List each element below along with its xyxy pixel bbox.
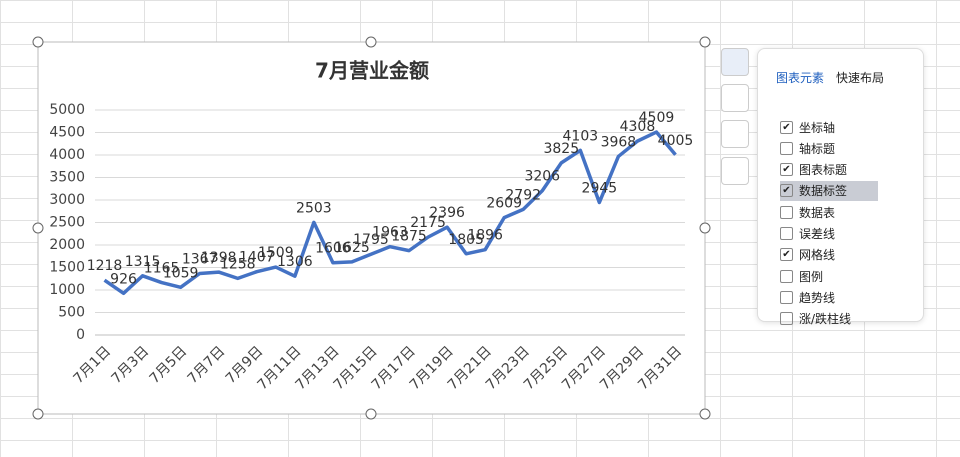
data-label: 1875 bbox=[391, 229, 427, 245]
checkbox-item[interactable]: 涨/跌柱线 bbox=[780, 309, 880, 329]
data-label: 1306 bbox=[277, 254, 313, 270]
y-tick-label: 3000 bbox=[49, 192, 85, 208]
chart-filter-button[interactable] bbox=[721, 120, 749, 148]
data-label: 1315 bbox=[125, 254, 161, 270]
y-tick-label: 4000 bbox=[49, 147, 85, 163]
checkbox[interactable] bbox=[780, 290, 793, 304]
checkbox-label: 趋势线 bbox=[799, 290, 836, 305]
data-label: 1896 bbox=[467, 228, 503, 244]
y-tick-label: 5000 bbox=[49, 102, 85, 118]
checkbox[interactable]: ✔ bbox=[780, 184, 793, 198]
data-label: 4308 bbox=[620, 119, 656, 135]
y-tick-label: 2500 bbox=[49, 215, 85, 231]
tab[interactable]: 图表元素 bbox=[776, 71, 825, 85]
data-label: 1805 bbox=[448, 232, 484, 248]
checkbox-item[interactable]: 图例 bbox=[780, 266, 880, 286]
data-label: 4005 bbox=[658, 133, 694, 149]
chart-title: 7月营业金额 bbox=[315, 59, 429, 83]
line bbox=[103, 130, 677, 296]
data-label: 3206 bbox=[524, 169, 560, 185]
data-label: 3968 bbox=[601, 134, 637, 150]
checkbox-item[interactable]: 数据表 bbox=[780, 202, 880, 222]
checkbox-item[interactable]: 误差线 bbox=[780, 224, 880, 244]
y-tick-label: 1500 bbox=[49, 260, 85, 276]
data-label: 4509 bbox=[639, 110, 675, 126]
checkbox-label: 涨/跌柱线 bbox=[799, 312, 852, 327]
chart-frame[interactable] bbox=[37, 41, 706, 415]
checkbox[interactable]: ✔ bbox=[780, 120, 793, 134]
checkbox-item[interactable]: 轴标题 bbox=[780, 138, 880, 158]
checkbox-item[interactable]: ✔ 图表标题 bbox=[780, 160, 880, 180]
checkbox[interactable] bbox=[780, 312, 793, 326]
data-label: 2609 bbox=[486, 196, 522, 212]
y-tick-label: 1000 bbox=[49, 282, 85, 298]
data-label: 2396 bbox=[429, 205, 465, 221]
data-label: 1165 bbox=[144, 261, 180, 277]
data-label: 4103 bbox=[563, 128, 599, 144]
checkbox[interactable] bbox=[780, 269, 793, 283]
data-label: 1625 bbox=[334, 240, 370, 256]
checkbox-item[interactable]: ✔ 数据标签 bbox=[780, 180, 878, 201]
y-tick-label: 0 bbox=[76, 327, 85, 343]
data-label: 2792 bbox=[505, 187, 541, 203]
data-label: 2503 bbox=[296, 200, 332, 216]
y-tick-label: 500 bbox=[58, 305, 85, 321]
checkbox[interactable] bbox=[780, 141, 793, 155]
checkbox-label: 图表标题 bbox=[799, 163, 848, 178]
data-label: 3825 bbox=[543, 141, 579, 157]
data-label: 1963 bbox=[372, 225, 408, 241]
checkbox[interactable] bbox=[780, 205, 793, 219]
data-label: 2175 bbox=[410, 215, 446, 231]
data-label: 1258 bbox=[220, 256, 256, 272]
tab[interactable]: 快速布局 bbox=[836, 71, 885, 85]
checkbox-label: 坐标轴 bbox=[799, 120, 836, 135]
data-label: 1606 bbox=[315, 241, 351, 257]
chart-elements-panel: 图表元素 快速布局 ✔ 坐标轴轴标题 ✔ 图表标题 ✔ 数据标签数据表误差线 ✔ 网格线图例趋… bbox=[757, 48, 924, 326]
data-label: 2945 bbox=[582, 180, 618, 196]
checkbox-label: 数据标签 bbox=[799, 184, 848, 199]
data-label: 1407 bbox=[239, 250, 275, 266]
chart-elements-button[interactable] bbox=[721, 48, 749, 76]
data-label: 1218 bbox=[87, 258, 123, 274]
chart-settings-button[interactable] bbox=[721, 157, 749, 185]
checkbox[interactable]: ✔ bbox=[780, 163, 793, 177]
checkbox-label: 图例 bbox=[799, 269, 824, 284]
checkbox-label: 网格线 bbox=[799, 248, 836, 263]
data-label: 1509 bbox=[258, 245, 294, 261]
checkbox[interactable]: ✔ bbox=[780, 248, 793, 262]
checkbox-item[interactable]: ✔ 坐标轴 bbox=[780, 117, 880, 137]
data-label: 926 bbox=[110, 271, 137, 287]
checkbox-label: 数据表 bbox=[799, 205, 836, 220]
checkbox-item[interactable]: ✔ 网格线 bbox=[780, 245, 880, 265]
data-label: 1367 bbox=[182, 251, 218, 267]
checkbox-label: 轴标题 bbox=[799, 141, 836, 156]
handles bbox=[32, 36, 711, 420]
chart-style-button[interactable] bbox=[721, 84, 749, 112]
y-tick-label: 4500 bbox=[49, 125, 85, 141]
data-label: 1398 bbox=[201, 250, 237, 266]
data-label: 1795 bbox=[353, 232, 389, 248]
data-label: 1059 bbox=[163, 265, 199, 281]
checkbox[interactable] bbox=[780, 227, 793, 240]
checkbox-item[interactable]: 趋势线 bbox=[780, 287, 880, 307]
y-tick-label: 2000 bbox=[49, 237, 85, 253]
y-tick-label: 3500 bbox=[49, 170, 85, 186]
checkbox-label: 误差线 bbox=[799, 227, 836, 241]
